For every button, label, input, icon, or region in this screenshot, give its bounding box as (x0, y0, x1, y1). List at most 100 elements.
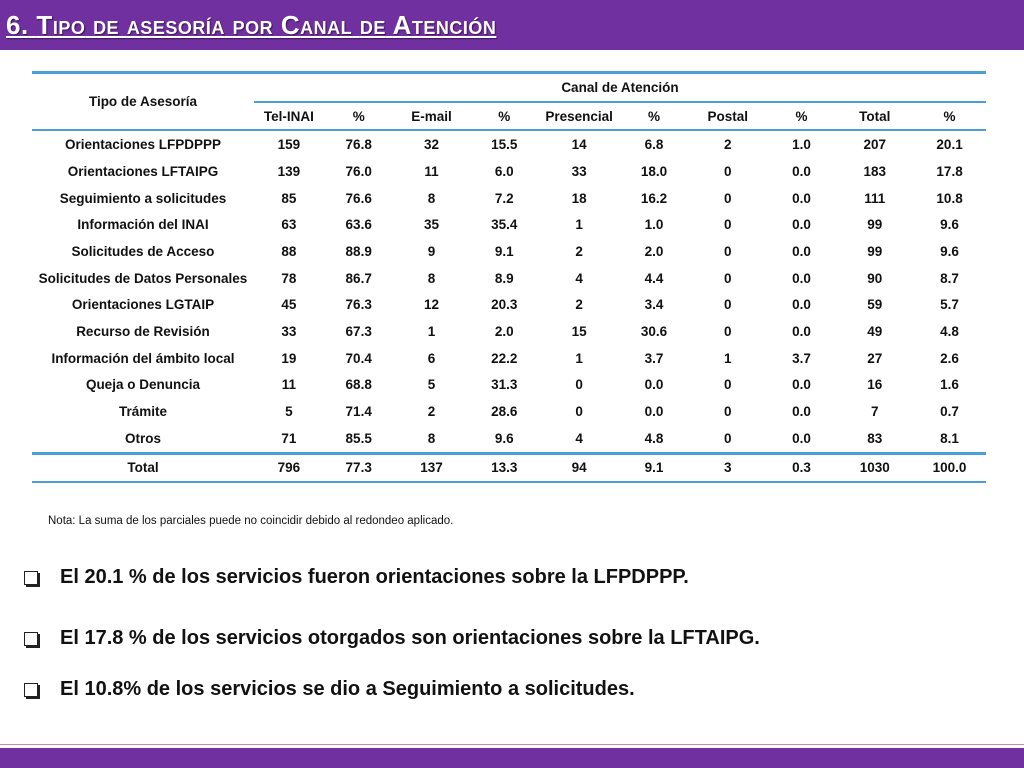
column-header: Presencial (539, 100, 620, 132)
table-cell: 0.0 (792, 430, 811, 446)
table-row: Trámite 5 71.4 2 28.6 0 0.0 0 0.0 7 0.7 (32, 398, 986, 425)
table-cell: 90 (867, 270, 883, 286)
bullet-text: El 10.8% de los servicios se dio a Segui… (60, 678, 635, 700)
table-body: Orientaciones LFPDPPP 159 76.8 32 15.5 14 6.8 2… (32, 130, 986, 453)
table-cell: 16 (867, 377, 883, 393)
table-cell: 0.7 (940, 404, 959, 420)
checkbox-bullet-icon (24, 631, 38, 646)
row-label: Información del ámbito local (51, 350, 235, 366)
table-cell: 0.0 (792, 324, 811, 340)
table-row: Orientaciones LFTAIPG 139 76.0 11 6.0 33 18.0 0… (32, 158, 986, 185)
title-word-rest: anal (300, 18, 353, 38)
table-cell: 1.0 (792, 137, 811, 153)
table-cell: 83 (867, 430, 883, 446)
total-cell: 100.0 (913, 451, 986, 483)
table-cell: 0 (723, 404, 732, 420)
table-cell: 111 (864, 190, 886, 206)
table-row: Solicitudes de Acceso 88 88.9 9 9.1 2 2.0 0 0.0 9… (32, 238, 986, 265)
table-cell: 15 (571, 324, 587, 340)
title-word-initial: T (36, 10, 53, 40)
row-label: Seguimiento a solicitudes (59, 190, 227, 206)
table-cell: 17.8 (936, 163, 963, 179)
title-word: asesoría (127, 10, 225, 40)
table-row: Orientaciones LGTAIP 45 76.3 12 20.3 2 3.4 0 0.0… (32, 292, 986, 319)
table-row: Seguimiento a solicitudes 85 76.6 8 7.2 18 16.… (32, 185, 986, 212)
table-cell: 76.6 (345, 190, 372, 206)
table-cell: 1 (723, 350, 732, 366)
table-cell: 0 (723, 163, 732, 179)
table-cell: 86.7 (345, 270, 372, 286)
table-cell: 6.0 (494, 163, 514, 179)
table-cell: 71 (281, 430, 297, 446)
table-cell: 59 (867, 297, 883, 313)
bullet-text: El 20.1 % de los servicios fueron orient… (60, 566, 689, 588)
table-cell: 0 (723, 270, 732, 286)
table-cell: 76.0 (345, 163, 372, 179)
table-cell: 85 (281, 190, 297, 206)
title-word-rest: por (232, 18, 274, 38)
table-cell: 2 (575, 243, 583, 259)
table-cell: 68.8 (345, 377, 372, 393)
group-header: Canal de Atención (253, 70, 986, 102)
title-word: Tipo (36, 10, 85, 40)
title-word: por (233, 10, 274, 40)
title-word-rest: ipo (52, 18, 86, 38)
column-header: % (469, 100, 540, 132)
table-cell: 2 (723, 137, 732, 153)
table-cell: 4.8 (644, 430, 664, 446)
table-cell: 1.0 (644, 217, 664, 233)
table-cell: 15.5 (491, 137, 518, 153)
table-cell: 8 (427, 430, 436, 446)
table-cell: 70.4 (345, 350, 372, 366)
bullet-item: El 20.1 % de los servicios fueron orient… (24, 566, 689, 589)
checkbox-bullet-icon (24, 682, 38, 697)
total-cell: 3 (688, 451, 767, 483)
table-cell: 14 (571, 137, 587, 153)
table-cell: 183 (863, 163, 887, 179)
table-cell: 0.0 (792, 243, 811, 259)
column-header: % (766, 100, 837, 132)
table-cell: 0.0 (792, 163, 811, 179)
table-cell: 18.0 (640, 163, 668, 179)
table-cell: 159 (277, 137, 301, 153)
total-cell: 94 (539, 451, 620, 483)
column-header: % (619, 100, 689, 132)
bullet-text: El 17.8 % de los servicios otorgados son… (60, 627, 760, 649)
total-cell: 13.3 (469, 451, 540, 483)
table-cell: 7.2 (494, 190, 514, 206)
table-cell: 99 (867, 217, 883, 233)
table-cell: 3.7 (644, 350, 664, 366)
table-row: Queja o Denuncia 11 68.8 5 31.3 0 0.0 0 0.0 16 1.6 (32, 372, 986, 399)
bullet-item: El 10.8% de los servicios se dio a Segui… (24, 678, 635, 701)
table-cell: 2.0 (644, 243, 664, 259)
table-cell: 0 (723, 190, 732, 206)
total-label: Total (32, 451, 254, 483)
table-cell: 18 (571, 190, 587, 206)
corner-header: Tipo de Asesoría (32, 71, 254, 132)
table-cell: 2.6 (940, 350, 959, 366)
title-word: de (93, 10, 119, 40)
total-cell: 796 (253, 451, 324, 483)
table-cell: 1.6 (940, 377, 959, 393)
table-cell: 6.8 (644, 137, 664, 153)
table-cell: 10.8 (936, 190, 963, 206)
table-cell: 8.9 (494, 270, 514, 286)
table-cell: 76.3 (345, 297, 372, 313)
table-cell: 0.0 (792, 270, 811, 286)
column-header: Total (836, 100, 914, 132)
total-cell: 1030 (836, 451, 914, 483)
table-row: Solicitudes de Datos Personales 78 86.7 8 8.… (32, 265, 986, 292)
title-word-rest: tención (411, 18, 497, 38)
table-cell: 88.9 (345, 243, 372, 259)
table-row: Recurso de Revisión 33 67.3 1 2.0 15 30.6 0 0.0 4… (32, 318, 986, 345)
table-cell: 9.1 (494, 243, 514, 259)
table-cell: 35 (423, 217, 439, 233)
checkbox-bullet-icon (24, 570, 38, 585)
table-cell: 0.0 (792, 404, 811, 420)
table-cell: 2.0 (494, 324, 514, 340)
table-cell: 11 (424, 163, 439, 179)
table-cell: 0.0 (792, 190, 811, 206)
table-cell: 4 (575, 430, 583, 446)
column-header-row: Tel-INAI% E-mail% Presencial% Postal% Total% (32, 100, 986, 132)
title-word-rest: de (359, 18, 386, 38)
